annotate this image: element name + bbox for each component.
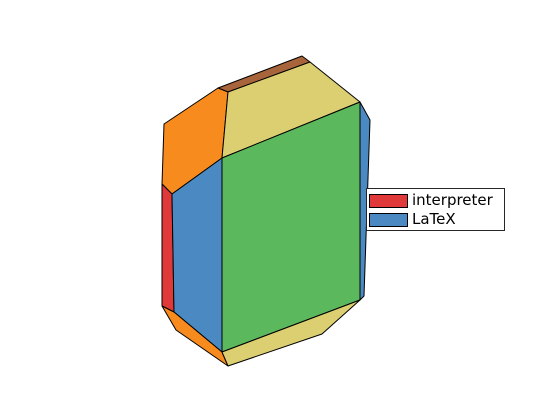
bottom-yellow-face bbox=[221, 299, 361, 367]
legend-swatch-interpreter bbox=[369, 193, 408, 208]
legend-entry-latex: LaTeX bbox=[369, 210, 504, 229]
legend-label-latex: LaTeX bbox=[412, 210, 456, 228]
legend: interpreter LaTeX bbox=[366, 188, 505, 231]
legend-label-interpreter: interpreter bbox=[412, 191, 493, 209]
legend-entry-interpreter: interpreter bbox=[369, 191, 504, 210]
legend-swatch-latex bbox=[369, 212, 408, 227]
